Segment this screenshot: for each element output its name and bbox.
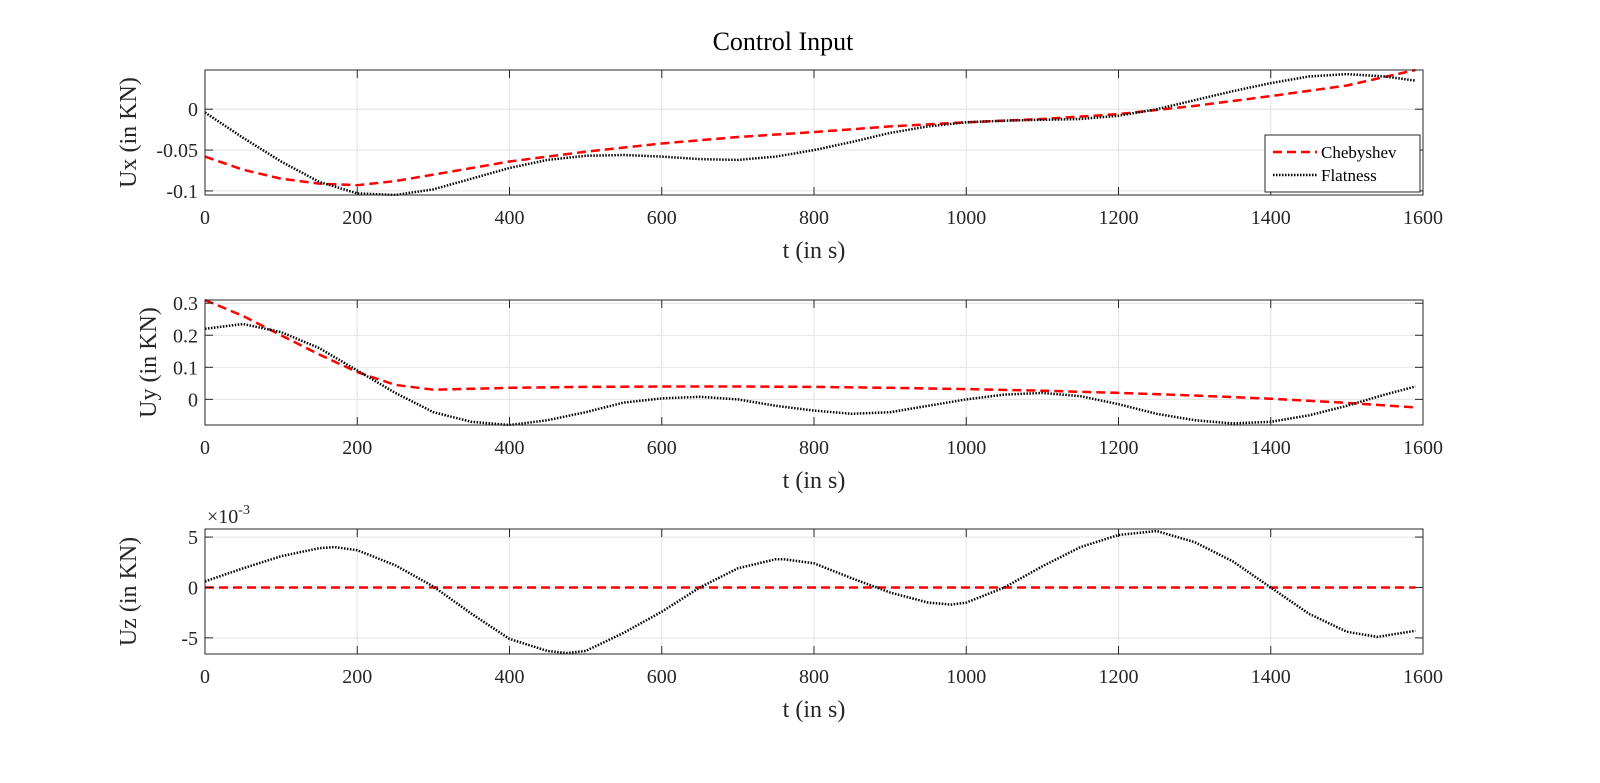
- x-tick-label: 1400: [1251, 666, 1291, 688]
- x-axis-label: t (in s): [783, 238, 846, 264]
- x-tick-label: 1000: [946, 207, 986, 229]
- x-tick-label: 400: [495, 207, 525, 229]
- x-tick-label: 600: [647, 437, 677, 459]
- figure-title: Control Input: [713, 27, 855, 56]
- legend-label-flatness: Flatness: [1321, 166, 1377, 185]
- x-tick-label: 800: [799, 437, 829, 459]
- x-tick-label: 200: [342, 666, 372, 688]
- x-tick-label: 800: [799, 207, 829, 229]
- x-tick-label: 1000: [946, 437, 986, 459]
- y-axis-label: Uz (in KN): [116, 537, 142, 646]
- x-tick-label: 1600: [1403, 437, 1443, 459]
- x-tick-label: 200: [342, 437, 372, 459]
- x-tick-label: 1400: [1251, 437, 1291, 459]
- y-axis-label: Ux (in KN): [116, 77, 142, 188]
- x-tick-label: 1600: [1403, 666, 1443, 688]
- y-tick-label: -5: [181, 628, 198, 650]
- subplot-2: 0 200 400 600 800 1000 1200 1400 1600 0 0.1 0.2 0.3 t…: [136, 293, 1443, 494]
- x-tick-label: 600: [647, 666, 677, 688]
- y-tick-label: -0.05: [156, 140, 198, 162]
- series-chebyshev-line: [205, 299, 1416, 409]
- x-axis-label: t (in s): [783, 468, 846, 494]
- x-tick-label: 1200: [1099, 437, 1139, 459]
- series-flatness-line: [205, 322, 1416, 426]
- series-flatness-line: [205, 529, 1416, 655]
- x-tick-label: 1400: [1251, 207, 1291, 229]
- y-axis-label: Uy (in KN): [136, 307, 162, 418]
- y-tick-label: -0.1: [166, 181, 198, 203]
- x-tick-label: 1600: [1403, 207, 1443, 229]
- y-tick-label: 5: [188, 527, 198, 549]
- y-tick-label: 0.3: [173, 293, 198, 315]
- y-tick-label: 0: [188, 577, 198, 599]
- legend-box: [1264, 134, 1421, 193]
- y-tick-label: 0.1: [173, 357, 198, 379]
- subplot-1: 0 200 400 600 800 1000 1200 1400 1600 -0.1 -0.05 0 t…: [116, 69, 1443, 264]
- y-exponent-label: ×10-3: [207, 503, 250, 528]
- subplots: 0 200 400 600 800 1000 1200 1400 1600 -0.1 -0.05 0 t…: [116, 69, 1443, 723]
- x-tick-label: 400: [495, 437, 525, 459]
- y-tick-label: 0.2: [173, 325, 198, 347]
- series-chebyshev-line: [205, 69, 1416, 187]
- x-tick-label: 0: [200, 666, 210, 688]
- x-tick-label: 800: [799, 666, 829, 688]
- x-tick-label: 600: [647, 207, 677, 229]
- y-tick-label: 0: [188, 99, 198, 121]
- x-tick-label: 0: [200, 207, 210, 229]
- legend-label-chebyshev: Chebyshev: [1321, 143, 1397, 162]
- legend: Chebyshev Flatness: [1264, 134, 1421, 193]
- x-tick-label: 0: [200, 437, 210, 459]
- y-tick-label: 0: [188, 389, 198, 411]
- x-tick-label: 1200: [1099, 207, 1139, 229]
- x-tick-label: 400: [495, 666, 525, 688]
- x-tick-label: 1200: [1099, 666, 1139, 688]
- x-tick-label: 200: [342, 207, 372, 229]
- x-tick-label: 1000: [946, 666, 986, 688]
- x-axis-label: t (in s): [783, 697, 846, 723]
